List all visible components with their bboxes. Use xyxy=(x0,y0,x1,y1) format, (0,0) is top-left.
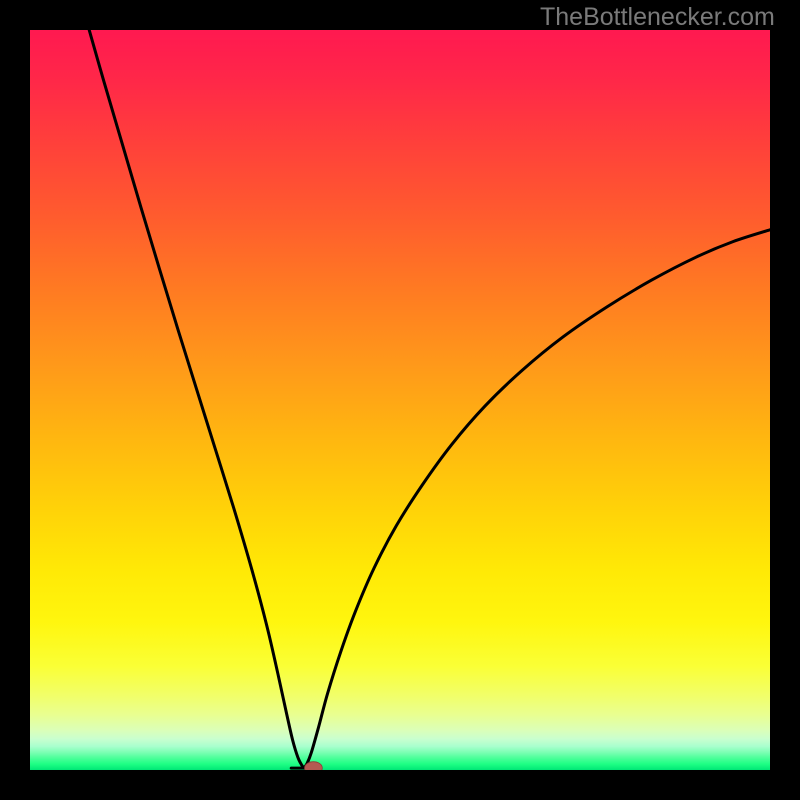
gradient-plot-area xyxy=(30,30,770,770)
plot-background xyxy=(30,30,770,770)
watermark-label: TheBottlenecker.com xyxy=(540,3,775,32)
